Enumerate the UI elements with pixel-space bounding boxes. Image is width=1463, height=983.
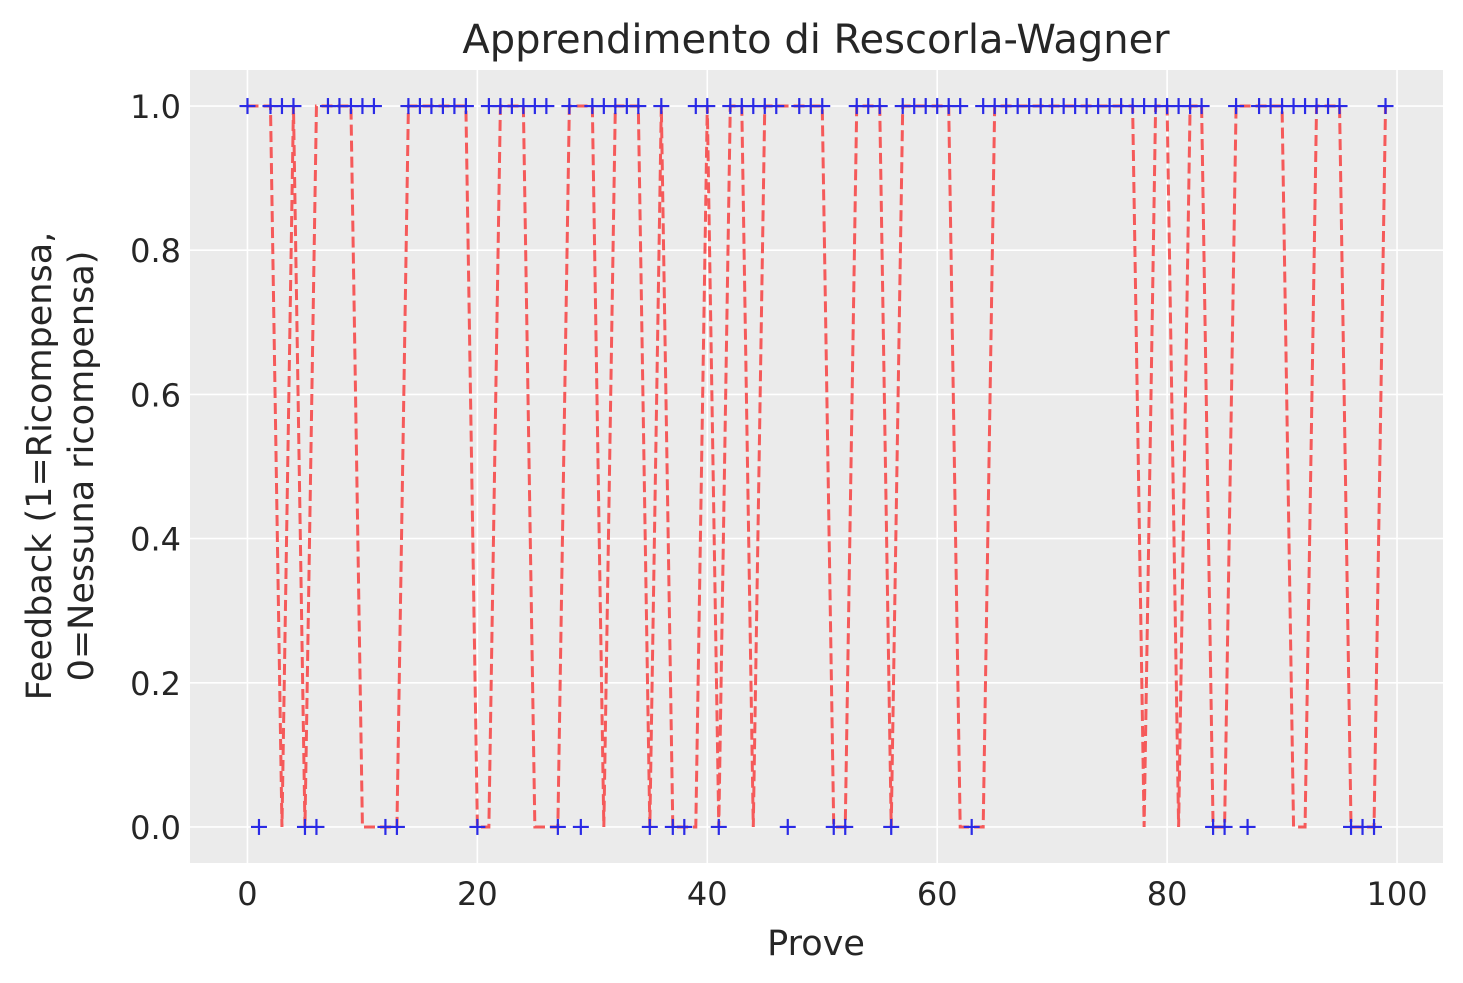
data-point-marker [963, 818, 980, 835]
x-tick-label: 40 [687, 875, 728, 913]
y-axis-label-line-1: Feedback (1=Ricompensa, [20, 232, 60, 701]
data-point-marker [871, 98, 888, 115]
data-point-marker [630, 98, 647, 115]
x-tick-label: 80 [1147, 875, 1188, 913]
data-point-marker [1239, 818, 1256, 835]
data-point-marker [1366, 818, 1383, 835]
x-tick-label: 20 [457, 875, 498, 913]
x-axis-label: Prove [767, 924, 865, 964]
x-tick-label: 100 [1366, 875, 1427, 913]
data-point-marker [308, 818, 325, 835]
feedback-marker-series [239, 98, 1394, 835]
y-tick-label: 0.8 [130, 232, 181, 270]
data-point-marker [768, 98, 785, 115]
y-tick-label: 0.2 [130, 665, 181, 703]
data-point-marker [699, 98, 716, 115]
data-point-marker [1331, 98, 1348, 115]
y-tick-label: 1.0 [130, 88, 181, 126]
data-point-marker [1377, 98, 1394, 115]
data-point-marker [1216, 818, 1233, 835]
data-point-marker [538, 98, 555, 115]
data-point-marker [814, 98, 831, 115]
data-point-marker [239, 98, 256, 115]
data-point-marker [365, 98, 382, 115]
plot-area [190, 70, 1443, 863]
y-tick-label: 0.6 [130, 376, 181, 414]
x-tick-label: 60 [917, 875, 958, 913]
data-point-marker [837, 818, 854, 835]
tick-labels: 0 20 40 60 80 100 0.0 0.2 0.4 0.6 0.8 1.0 [130, 88, 1427, 913]
x-tick-label: 0 [237, 875, 257, 913]
y-tick-label: 0.0 [130, 809, 181, 847]
data-point-marker [469, 818, 486, 835]
data-point-marker [1193, 98, 1210, 115]
y-axis-label-line-2: 0=Nessuna ricompensa) [62, 251, 102, 682]
data-point-marker [457, 98, 474, 115]
data-point-marker [388, 818, 405, 835]
data-point-marker [250, 818, 267, 835]
data-point-marker [653, 98, 670, 115]
data-point-marker [561, 98, 578, 115]
chart-title: Apprendimento di Rescorla-Wagner [462, 17, 1170, 63]
data-point-marker [572, 818, 589, 835]
data-point-marker [641, 818, 658, 835]
data-point-marker [1228, 98, 1245, 115]
data-point-marker [676, 818, 693, 835]
data-point-marker [549, 818, 566, 835]
data-point-marker [285, 98, 302, 115]
data-point-marker [952, 98, 969, 115]
data-point-marker [710, 818, 727, 835]
data-point-marker [779, 818, 796, 835]
data-point-marker [883, 818, 900, 835]
y-tick-label: 0.4 [130, 521, 181, 559]
